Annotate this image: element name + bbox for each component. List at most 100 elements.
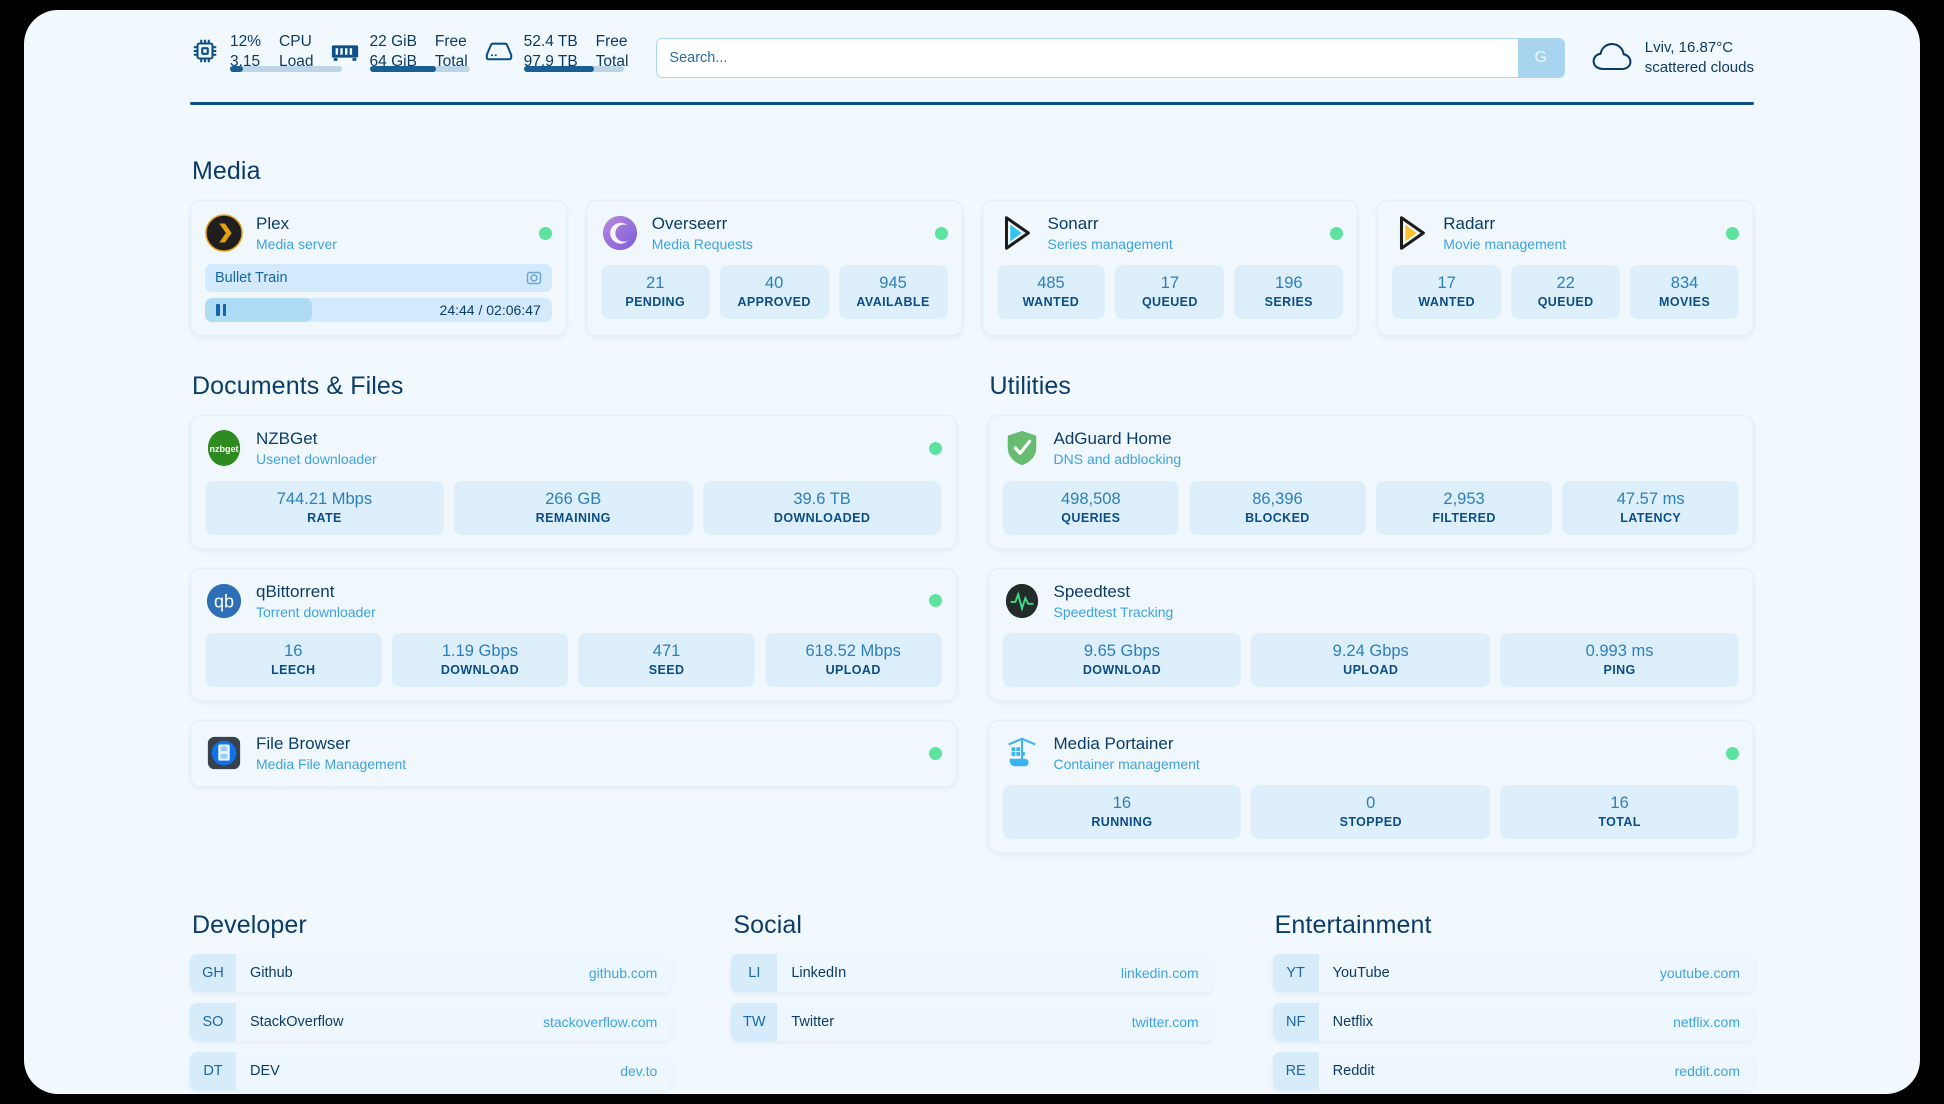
stat-value: 498,508 bbox=[1060, 489, 1121, 508]
section-title-media: Media bbox=[192, 157, 261, 185]
service-card-media-portainer[interactable]: Media Portainer Container management 16 RUN… bbox=[987, 720, 1754, 854]
section-title-documents: Documents & Files bbox=[192, 372, 404, 401]
card-title: qBittorrent bbox=[256, 581, 335, 601]
media-player: Bullet Train 24:44 / 02:06:47 bbox=[205, 264, 552, 323]
card-title: Plex bbox=[256, 214, 290, 233]
stat-value: 22 bbox=[1556, 274, 1575, 293]
bookmark-url: linkedin.com bbox=[1120, 965, 1199, 982]
status-indicator-online bbox=[934, 226, 948, 240]
playback-time: 24:44 / 02:06:47 bbox=[439, 302, 541, 319]
stat-approved: 40 APPROVED bbox=[719, 265, 829, 320]
resource-cpu-col1-bottom: 3.15 bbox=[230, 53, 261, 70]
cast-icon[interactable] bbox=[526, 270, 542, 286]
bookmark-item[interactable]: LI LinkedIn linkedin.com bbox=[731, 954, 1213, 993]
stat-label: QUERIES bbox=[1061, 510, 1121, 525]
sonarr-logo-icon bbox=[997, 214, 1035, 252]
bookmark-abbr: DT bbox=[190, 1052, 236, 1091]
now-playing-row: Bullet Train bbox=[205, 264, 552, 293]
card-header: Radarr Movie management bbox=[1392, 213, 1739, 253]
resource-memory-bar bbox=[369, 65, 470, 72]
bookmark-name: Github bbox=[250, 965, 293, 982]
service-card-sonarr[interactable]: Sonarr Series management 485 WANTED 17 QUEUED… bbox=[981, 200, 1359, 337]
stat-filtered: 2,953 FILTERED bbox=[1375, 480, 1553, 535]
bookmark-list: YT YouTube youtube.com NF Netflix netflix.com… bbox=[1272, 954, 1754, 1091]
card-subtitle: Usenet downloader bbox=[256, 451, 377, 468]
card-title: Sonarr bbox=[1047, 214, 1099, 233]
bookmark-item[interactable]: YT YouTube youtube.com bbox=[1272, 954, 1754, 993]
media-section: Media Plex Media server Bullet Train 24:44 … bbox=[190, 157, 1754, 337]
stat-label: DOWNLOADED bbox=[773, 510, 871, 525]
card-text: qBittorrent Torrent downloader bbox=[256, 581, 916, 621]
pause-icon[interactable] bbox=[216, 304, 226, 317]
stat-label: APPROVED bbox=[737, 295, 811, 310]
bookmark-item[interactable]: RE Reddit reddit.com bbox=[1272, 1052, 1754, 1091]
resource-cpu-col2: CPU Load bbox=[279, 32, 313, 72]
bookmark-name: Twitter bbox=[791, 1014, 835, 1031]
bookmark-abbr: RE bbox=[1272, 1052, 1319, 1091]
resource-disk-col2-bottom: Total bbox=[595, 53, 629, 70]
radarr-logo-icon bbox=[1392, 214, 1430, 252]
bookmark-item[interactable]: GH Github github.com bbox=[190, 954, 672, 993]
card-text: Sonarr Series management bbox=[1048, 213, 1318, 253]
card-subtitle: Container management bbox=[1053, 756, 1200, 773]
stat-value: 485 bbox=[1037, 274, 1065, 293]
card-header: Overseerr Media Requests bbox=[601, 213, 948, 253]
bookmark-item[interactable]: NF Netflix netflix.com bbox=[1272, 1003, 1754, 1042]
service-card-adguard-home[interactable]: AdGuard Home DNS and adblocking 498,508 QUE… bbox=[987, 415, 1754, 549]
stat-value: 17 bbox=[1160, 274, 1180, 293]
search-provider-button[interactable]: G bbox=[1517, 39, 1564, 77]
service-card-plex[interactable]: Plex Media server Bullet Train 24:44 / 02:0… bbox=[190, 200, 567, 337]
svg-text:nzbget: nzbget bbox=[209, 444, 238, 454]
stat-label: PENDING bbox=[625, 295, 686, 310]
stat-label: REMAINING bbox=[535, 510, 611, 525]
service-card-overseerr[interactable]: Overseerr Media Requests 21 PENDING 40 APPROV… bbox=[585, 200, 963, 337]
memory-icon bbox=[330, 36, 360, 66]
stat-queued: 17 QUEUED bbox=[1115, 265, 1225, 320]
card-title: AdGuard Home bbox=[1053, 429, 1172, 449]
stat-remaining: 266 GB REMAINING bbox=[453, 480, 693, 535]
stat-label: WANTED bbox=[1418, 295, 1475, 310]
stat-label: UPLOAD bbox=[1343, 663, 1399, 678]
card-text: Plex Media server bbox=[256, 213, 526, 253]
now-playing-title: Bullet Train bbox=[215, 270, 288, 287]
card-subtitle: Torrent downloader bbox=[256, 603, 376, 620]
bookmark-item[interactable]: TW Twitter twitter.com bbox=[731, 1003, 1213, 1042]
card-header: Media Portainer Container management bbox=[1003, 733, 1739, 773]
search-input[interactable] bbox=[657, 39, 1518, 77]
stat-value: 1.19 Gbps bbox=[441, 641, 518, 660]
service-card-nzbget[interactable]: nzbget NZBGet Usenet downloader 744.21 Mbps… bbox=[190, 415, 957, 549]
bookmark-abbr: NF bbox=[1272, 1003, 1319, 1042]
dashboard-window: 12% 3.15 CPU Load 22 GiB 64 GiB Free Total 52.4 … bbox=[24, 10, 1920, 1094]
status-indicator-online bbox=[1726, 226, 1739, 240]
bookmark-item[interactable]: SO StackOverflow stackoverflow.com bbox=[190, 1003, 672, 1042]
service-card-qbittorrent[interactable]: qb qBittorrent Torrent downloader 16 LEECH 1.… bbox=[190, 567, 957, 702]
bookmark-group-title: Social bbox=[733, 911, 803, 940]
resource-memory-col2-top: Free bbox=[434, 33, 467, 51]
card-title: File Browser bbox=[256, 734, 351, 754]
stat-value: 618.52 Mbps bbox=[805, 641, 901, 660]
bookmark-item[interactable]: DT DEV dev.to bbox=[190, 1052, 672, 1091]
resource-cpu-col1: 12% 3.15 bbox=[230, 32, 261, 72]
card-subtitle: Media server bbox=[256, 236, 337, 253]
bookmarks-section: Developer GH Github github.com SO StackOverfl… bbox=[190, 911, 1754, 1091]
stat-seed: 471 SEED bbox=[578, 632, 755, 688]
resource-disk-col1: 52.4 TB 97.9 TB bbox=[524, 32, 578, 72]
bookmark-url: twitter.com bbox=[1131, 1014, 1199, 1031]
card-title: NZBGet bbox=[256, 429, 318, 449]
stat-queries: 498,508 QUERIES bbox=[1002, 480, 1180, 535]
stat-value: 945 bbox=[879, 274, 907, 293]
card-stats: 21 PENDING 40 APPROVED 945 AVAILABLE bbox=[600, 265, 948, 320]
card-text: Media Portainer Container management bbox=[1054, 733, 1714, 773]
service-card-radarr[interactable]: Radarr Movie management 17 WANTED 22 QUEUED 83… bbox=[1377, 200, 1754, 337]
stat-available: 945 AVAILABLE bbox=[838, 265, 948, 320]
service-card-file-browser[interactable]: File Browser Media File Management bbox=[190, 720, 957, 788]
service-card-speedtest[interactable]: Speedtest Speedtest Tracking 9.65 Gbps DOWN… bbox=[987, 567, 1754, 702]
playback-progress-bar[interactable]: 24:44 / 02:06:47 bbox=[205, 298, 552, 323]
stat-value: 9.65 Gbps bbox=[1083, 641, 1160, 660]
stat-blocked: 86,396 BLOCKED bbox=[1189, 480, 1366, 535]
bookmark-group-title: Entertainment bbox=[1274, 911, 1432, 940]
bookmark-abbr: GH bbox=[190, 954, 236, 993]
search-box[interactable]: G bbox=[656, 38, 1565, 78]
card-stats: 17 WANTED 22 QUEUED 834 MOVIES bbox=[1392, 265, 1740, 320]
bookmark-group-entertainment: Entertainment YT YouTube youtube.com NF Netfl… bbox=[1272, 911, 1754, 1091]
